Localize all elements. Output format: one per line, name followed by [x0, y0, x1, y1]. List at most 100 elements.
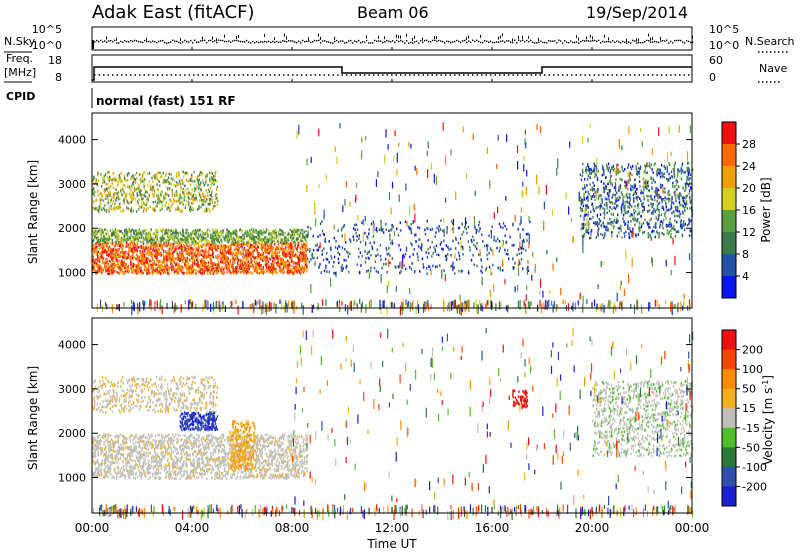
- noise-sample: [506, 40, 507, 41]
- heatmap-cell: [159, 184, 160, 187]
- noise-sample: [112, 41, 113, 42]
- heatmap-cell: [252, 264, 253, 267]
- heatmap-cell: [285, 232, 286, 235]
- heatmap-cell: [195, 250, 196, 253]
- heatmap-cell: [313, 235, 314, 238]
- heatmap-cell: [285, 246, 286, 249]
- heatmap-cell: [450, 254, 451, 257]
- noise-sample: [628, 41, 629, 42]
- heatmap-cell: [149, 180, 150, 183]
- heatmap-cell: [207, 228, 208, 231]
- heatmap-cell: [136, 210, 137, 213]
- noise-sample: [504, 41, 505, 42]
- heatmap-cell: [130, 196, 131, 199]
- heatmap-cell: [118, 255, 119, 258]
- heatmap-cell: [297, 256, 298, 259]
- heatmap-cell: [651, 218, 652, 221]
- heatmap-cell: [233, 258, 234, 261]
- heatmap-cell: [142, 262, 143, 265]
- noise-sample: [216, 42, 217, 43]
- heatmap-cell: [240, 271, 241, 274]
- noise-sample: [512, 42, 513, 43]
- heatmap-cell: [620, 187, 621, 190]
- heatmap-cell: [382, 228, 383, 231]
- heatmap-cell: [664, 191, 665, 194]
- heatmap-cell: [652, 212, 653, 215]
- heatmap-cell: [360, 264, 361, 267]
- heatmap-cell: [168, 253, 169, 256]
- heatmap-cell: [176, 272, 177, 275]
- heatmap-cell: [96, 199, 97, 202]
- nsearch-label: N.Search: [745, 35, 795, 48]
- heatmap-cell: [473, 244, 474, 247]
- heatmap-cell: [287, 267, 288, 270]
- heatmap-cell: [603, 182, 604, 185]
- noise-spike: [286, 36, 287, 39]
- heatmap-cell: [115, 270, 116, 273]
- heatmap-cell: [100, 252, 101, 255]
- heatmap-cell: [637, 213, 638, 216]
- heatmap-cell: [263, 271, 264, 274]
- noise-sample: [116, 42, 117, 43]
- heatmap-cell: [103, 236, 104, 239]
- heatmap-cell: [171, 269, 172, 272]
- heatmap-cell: [460, 237, 461, 240]
- heatmap-cell: [147, 247, 148, 250]
- heatmap-cell: [130, 230, 131, 233]
- noise-sample: [322, 40, 323, 41]
- heatmap-cell: [130, 239, 131, 242]
- heatmap-cell: [476, 231, 477, 234]
- heatmap-cell: [105, 250, 106, 253]
- heatmap-cell: [255, 257, 256, 260]
- heatmap-cell: [182, 261, 183, 264]
- heatmap-cell: [147, 235, 148, 238]
- freq-right-tick-bottom: 0: [709, 71, 716, 84]
- heatmap-cell: [274, 252, 275, 255]
- heatmap-cell: [147, 232, 148, 235]
- heatmap-cell: [247, 271, 248, 274]
- heatmap-cell: [105, 244, 106, 247]
- heatmap-cell: [162, 254, 163, 257]
- noise-sample: [300, 42, 301, 43]
- heatmap-cell: [125, 257, 126, 260]
- heatmap-cell: [505, 241, 506, 244]
- heatmap-cell: [480, 258, 481, 261]
- heatmap-cell: [114, 203, 115, 206]
- heatmap-cell: [206, 198, 207, 201]
- heatmap-cell: [151, 177, 152, 180]
- heatmap-cell: [253, 259, 254, 262]
- noise-sample: [428, 41, 429, 42]
- heatmap-cell: [284, 249, 285, 252]
- noise-sample: [340, 40, 341, 41]
- heatmap-cell: [122, 248, 123, 251]
- heatmap-cell: [291, 269, 292, 272]
- heatmap-cell: [621, 230, 622, 233]
- noise-sample: [186, 41, 187, 42]
- heatmap-cell: [385, 258, 386, 261]
- heatmap-cell: [273, 269, 274, 272]
- noise-sample: [188, 41, 189, 42]
- heatmap-cell: [163, 250, 164, 253]
- heatmap-cell: [150, 247, 151, 250]
- heatmap-cell: [521, 258, 522, 261]
- heatmap-cell: [138, 184, 139, 187]
- heatmap-cell: [294, 245, 295, 248]
- heatmap-cell: [108, 202, 109, 205]
- heatmap-cell: [214, 232, 215, 235]
- heatmap-cell: [199, 247, 200, 250]
- heatmap-cell: [243, 248, 244, 251]
- heatmap-cell: [368, 228, 369, 231]
- heatmap-cell: [500, 247, 501, 250]
- heatmap-cell: [683, 205, 684, 208]
- heatmap-cell: [200, 196, 201, 199]
- noise-sample: [166, 42, 167, 43]
- heatmap-cell: [244, 263, 245, 266]
- heatmap-cell: [95, 207, 96, 210]
- heatmap-cell: [217, 258, 218, 261]
- heatmap-cell: [102, 262, 103, 265]
- noise-sample: [266, 41, 267, 42]
- heatmap-cell: [119, 259, 120, 262]
- heatmap-cell: [313, 257, 314, 260]
- noise-spike: [400, 36, 401, 39]
